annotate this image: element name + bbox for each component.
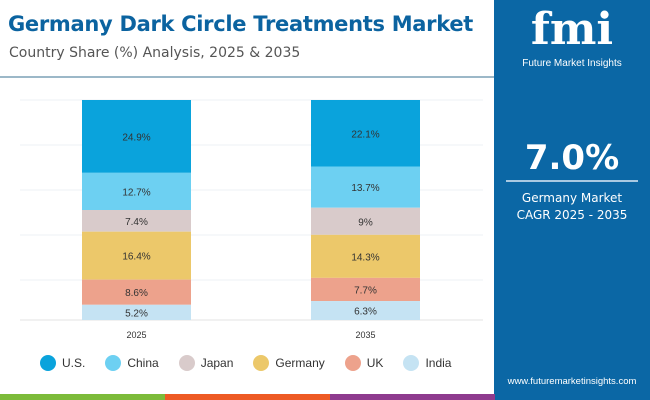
- legend-item: China: [105, 355, 159, 371]
- data-label: 5.2%: [125, 308, 148, 319]
- bar-segment-uk-2025: [82, 279, 191, 305]
- page-title: Germany Dark Circle Treatments Market: [8, 12, 473, 36]
- footer-stripe: [495, 394, 650, 400]
- bar-segment-japan-2025: [82, 210, 191, 232]
- bar-segment-us-2025: [82, 100, 191, 173]
- legend-label: Germany: [275, 356, 325, 370]
- data-label: 22.1%: [351, 129, 379, 140]
- bar-segment-us-2035: [311, 100, 420, 167]
- legend-swatch: [178, 355, 195, 371]
- legend-swatch: [40, 355, 56, 371]
- bar-segment-china-2035: [311, 166, 420, 208]
- legend-swatch: [403, 355, 420, 371]
- footer-stripe: [165, 394, 330, 400]
- bar-segment-germany-2025: [82, 231, 191, 280]
- data-label: 14.3%: [351, 252, 379, 263]
- data-label: 7.4%: [125, 217, 148, 228]
- data-label: 12.7%: [122, 187, 150, 198]
- data-label: 9%: [358, 217, 373, 228]
- x-tick-label: 2035: [355, 330, 375, 340]
- legend-label: UK: [366, 356, 384, 370]
- legend-item: Japan: [178, 355, 234, 371]
- legend: U.S. China Japan Germany UK India: [40, 355, 471, 371]
- fmi-logo: fmi: [530, 4, 614, 55]
- bar-segment-china-2025: [82, 172, 191, 210]
- legend-label: India: [425, 356, 452, 370]
- legend-swatch: [105, 355, 122, 371]
- website-link[interactable]: www.futuremarketinsights.com: [507, 376, 637, 387]
- footer-stripe: [0, 394, 165, 400]
- legend-swatch: [253, 355, 270, 371]
- page-subtitle: Country Share (%) Analysis, 2025 & 2035: [9, 45, 301, 61]
- cagr-label-line1: Germany Market: [521, 191, 623, 205]
- bar-segment-india-2025: [82, 304, 191, 320]
- legend-item: Germany: [253, 355, 325, 371]
- legend-label: U.S.: [62, 356, 86, 370]
- legend-item: U.S.: [40, 355, 85, 371]
- cagr-value: 7.0%: [524, 138, 620, 178]
- cagr-divider: [506, 180, 638, 182]
- legend-label: China: [127, 356, 159, 370]
- legend-swatch: [344, 355, 361, 371]
- bar-segment-uk-2035: [311, 277, 420, 302]
- legend-item: UK: [344, 355, 384, 371]
- divider: [0, 76, 494, 78]
- data-label: 16.4%: [122, 252, 150, 263]
- side-panel: fmi Future Market Insights 7.0% Germany …: [494, 0, 650, 400]
- footer-stripe: [330, 394, 495, 400]
- legend-item: India: [403, 355, 451, 371]
- stacked-bar-chart: 24.9% 12.7% 7.4% 16.4% 8.6% 5.2% 2025 22.1% 13.7…: [20, 99, 483, 340]
- bar-segment-germany-2035: [311, 234, 420, 278]
- cagr-label: Germany Market CAGR 2025 - 2035: [494, 190, 650, 224]
- x-tick-label: 2025: [126, 330, 146, 340]
- brand-name: Future Market Insights: [522, 58, 622, 69]
- cagr-label-line2: CAGR 2025 - 2035: [516, 208, 628, 222]
- data-label: 7.7%: [354, 285, 377, 296]
- data-label: 8.6%: [125, 288, 148, 299]
- data-label: 6.3%: [354, 307, 377, 318]
- bar-segment-japan-2035: [311, 207, 420, 235]
- bar-segment-india-2035: [311, 301, 420, 320]
- legend-label: Japan: [200, 356, 234, 370]
- data-label: 13.7%: [351, 183, 379, 194]
- data-label: 24.9%: [122, 132, 150, 143]
